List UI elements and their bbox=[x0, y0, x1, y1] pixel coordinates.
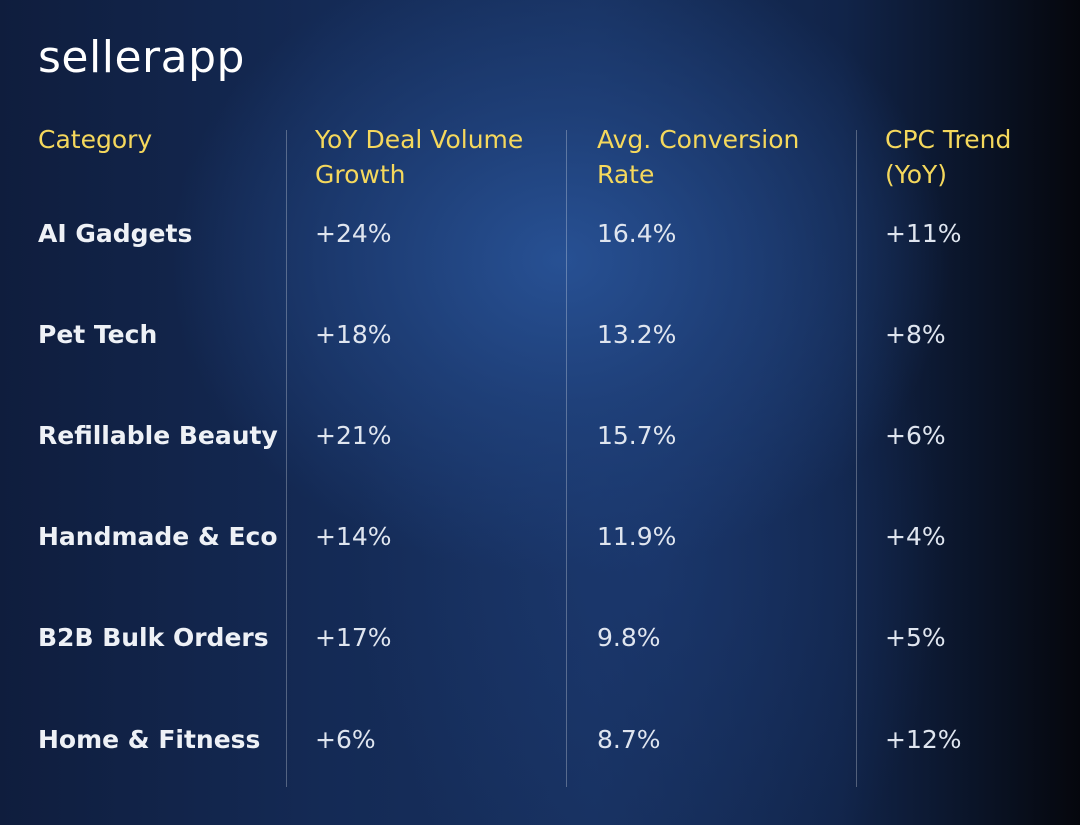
conversion-cell: 13.2% bbox=[597, 320, 677, 349]
deal-growth-cell: +17% bbox=[315, 623, 392, 652]
conversion-cell: 9.8% bbox=[597, 623, 661, 652]
conversion-cell: 16.4% bbox=[597, 219, 677, 248]
deal-growth-cell: +18% bbox=[315, 320, 392, 349]
deal-growth-cell: +21% bbox=[315, 421, 392, 450]
header-label: Growth bbox=[315, 160, 406, 189]
header-cpc-trend: CPC Trend (YoY) bbox=[885, 122, 1011, 192]
cpc-cell: +11% bbox=[885, 219, 962, 248]
category-cell: Home & Fitness bbox=[38, 725, 261, 754]
header-label: Category bbox=[38, 125, 153, 154]
cpc-cell: +6% bbox=[885, 421, 946, 450]
category-cell: Handmade & Eco bbox=[38, 522, 278, 551]
column-divider bbox=[856, 130, 857, 787]
cpc-cell: +8% bbox=[885, 320, 946, 349]
header-label: CPC Trend bbox=[885, 125, 1012, 154]
conversion-cell: 8.7% bbox=[597, 725, 661, 754]
cpc-cell: +4% bbox=[885, 522, 946, 551]
category-cell: Refillable Beauty bbox=[38, 421, 278, 450]
cpc-cell: +12% bbox=[885, 725, 962, 754]
cpc-cell: +5% bbox=[885, 623, 946, 652]
header-conversion-rate: Avg. Conversion Rate bbox=[597, 122, 799, 192]
header-label: Avg. Conversion bbox=[597, 125, 800, 154]
category-cell: AI Gadgets bbox=[38, 219, 193, 248]
sellerapp-logo: sellerapp bbox=[38, 32, 245, 83]
header-label: YoY Deal Volume bbox=[315, 125, 524, 154]
deal-growth-cell: +6% bbox=[315, 725, 376, 754]
header-category: Category bbox=[38, 122, 152, 157]
conversion-cell: 11.9% bbox=[597, 522, 677, 551]
conversion-cell: 15.7% bbox=[597, 421, 677, 450]
header-label: Rate bbox=[597, 160, 655, 189]
header-deal-volume-growth: YoY Deal Volume Growth bbox=[315, 122, 523, 192]
category-cell: Pet Tech bbox=[38, 320, 158, 349]
column-divider bbox=[566, 130, 567, 787]
header-label: (YoY) bbox=[885, 160, 948, 189]
deal-growth-cell: +24% bbox=[315, 219, 392, 248]
category-cell: B2B Bulk Orders bbox=[38, 623, 269, 652]
column-divider bbox=[286, 130, 287, 787]
deal-growth-cell: +14% bbox=[315, 522, 392, 551]
